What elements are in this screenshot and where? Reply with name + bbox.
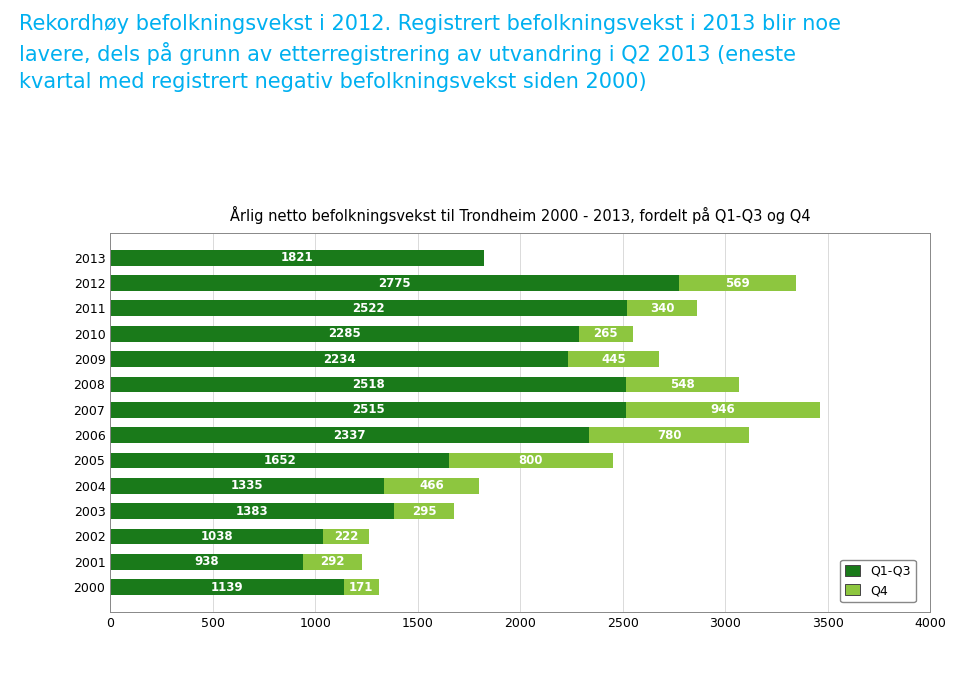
Text: 1038: 1038 <box>200 530 233 543</box>
Bar <box>449 453 613 469</box>
Text: 548: 548 <box>670 378 695 391</box>
Text: 2234: 2234 <box>323 352 356 365</box>
Text: 1821: 1821 <box>281 251 314 264</box>
Bar <box>110 351 569 367</box>
Title: Årlig netto befolkningsvekst til Trondheim 2000 - 2013, fordelt på Q1-Q3 og Q4: Årlig netto befolkningsvekst til Trondhe… <box>230 207 810 224</box>
Bar <box>590 428 749 443</box>
Text: 2522: 2522 <box>353 302 386 315</box>
Text: 13: 13 <box>135 642 162 661</box>
Text: 171: 171 <box>349 581 373 594</box>
Legend: Q1-Q3, Q4: Q1-Q3, Q4 <box>840 560 916 602</box>
Bar <box>578 326 633 341</box>
Text: 1139: 1139 <box>211 581 244 594</box>
Text: 2775: 2775 <box>379 276 411 289</box>
Bar <box>110 402 626 417</box>
Text: 2285: 2285 <box>328 327 361 340</box>
Bar <box>323 529 368 544</box>
Bar <box>626 402 820 417</box>
Bar <box>679 275 796 291</box>
Bar <box>394 503 455 519</box>
Bar <box>110 503 394 519</box>
Text: 295: 295 <box>411 505 436 518</box>
Text: 2515: 2515 <box>352 403 385 416</box>
Bar <box>569 351 660 367</box>
Bar <box>343 579 379 595</box>
Text: 265: 265 <box>594 327 619 340</box>
Text: 2518: 2518 <box>352 378 385 391</box>
Bar <box>110 250 483 265</box>
Bar <box>110 478 384 494</box>
Text: 445: 445 <box>601 352 626 365</box>
Bar <box>627 300 697 316</box>
Text: 466: 466 <box>419 479 444 492</box>
Text: 222: 222 <box>334 530 358 543</box>
Text: 780: 780 <box>657 429 682 442</box>
Bar <box>110 453 449 469</box>
Bar <box>110 376 626 392</box>
Bar <box>110 275 679 291</box>
Bar <box>110 529 323 544</box>
Bar <box>302 554 363 570</box>
Bar <box>384 478 480 494</box>
Text: 340: 340 <box>650 302 674 315</box>
Text: 946: 946 <box>711 403 736 416</box>
Bar <box>110 579 343 595</box>
Text: 800: 800 <box>519 454 543 467</box>
Bar <box>110 554 302 570</box>
Text: 938: 938 <box>194 555 219 568</box>
Text: 292: 292 <box>320 555 344 568</box>
Bar <box>110 300 627 316</box>
Text: 1383: 1383 <box>236 505 269 518</box>
Bar <box>626 376 738 392</box>
Text: Rekordhøy befolkningsvekst i 2012. Registrert befolkningsvekst i 2013 blir noe
l: Rekordhøy befolkningsvekst i 2012. Regis… <box>19 14 841 92</box>
Text: 2337: 2337 <box>334 429 366 442</box>
Text: 569: 569 <box>725 276 750 289</box>
Bar <box>110 428 590 443</box>
Bar <box>110 326 578 341</box>
Text: 1652: 1652 <box>263 454 296 467</box>
Text: 1335: 1335 <box>231 479 264 492</box>
